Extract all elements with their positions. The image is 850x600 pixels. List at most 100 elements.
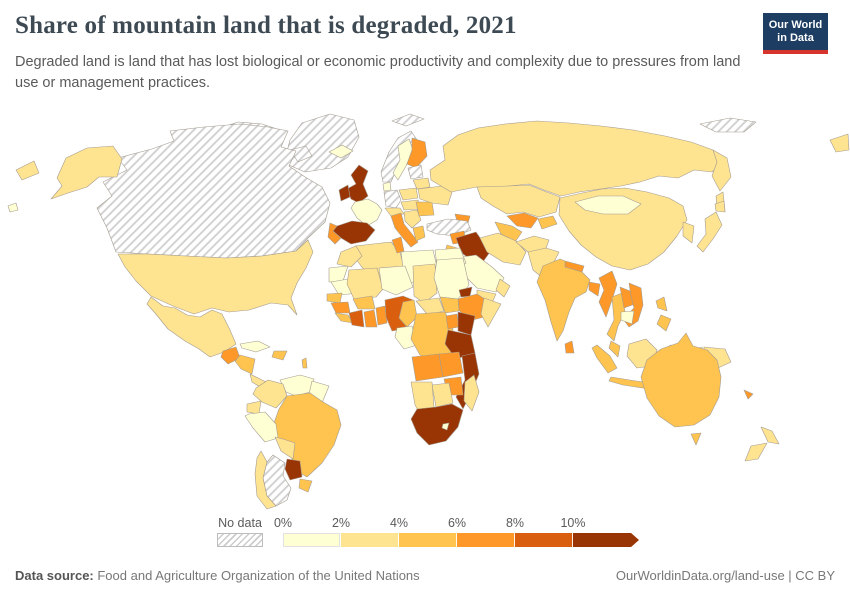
- country-australia[interactable]: [640, 332, 722, 428]
- country-uk[interactable]: [346, 164, 369, 204]
- country-burkina-faso[interactable]: [352, 295, 376, 310]
- country-india[interactable]: [536, 258, 591, 342]
- country-senegal[interactable]: [326, 292, 343, 304]
- country-uzbekistan[interactable]: [506, 212, 539, 229]
- country-korea[interactable]: [682, 221, 695, 244]
- country-lesser-antilles[interactable]: [301, 357, 308, 369]
- data-source-note: Data source: Food and Agriculture Organi…: [15, 568, 420, 583]
- country-denmark[interactable]: [382, 181, 392, 192]
- country-kamchatka[interactable]: [711, 149, 732, 192]
- country-cambodia[interactable]: [620, 310, 635, 325]
- country-uganda[interactable]: [445, 313, 460, 330]
- country-greenland[interactable]: [283, 113, 360, 173]
- country-bangladesh[interactable]: [588, 281, 601, 297]
- country-honduras-nicaragua[interactable]: [234, 354, 256, 375]
- country-niger[interactable]: [378, 265, 414, 296]
- country-sri-lanka[interactable]: [564, 340, 575, 354]
- country-ghana[interactable]: [363, 309, 378, 328]
- country-sweden[interactable]: [392, 138, 414, 181]
- legend-bin-6-8[interactable]: [457, 533, 515, 547]
- country-peru[interactable]: [244, 411, 279, 443]
- country-iran[interactable]: [479, 232, 527, 266]
- country-botswana[interactable]: [431, 382, 454, 408]
- country-portugal[interactable]: [327, 222, 342, 245]
- country-greece[interactable]: [412, 225, 426, 242]
- country-chad[interactable]: [412, 263, 438, 304]
- country-lesotho[interactable]: [441, 422, 450, 431]
- country-new-zealand-north[interactable]: [760, 426, 780, 445]
- country-ivory-coast[interactable]: [348, 309, 365, 328]
- country-angola[interactable]: [411, 353, 444, 382]
- legend-no-data-label: No data: [218, 516, 262, 530]
- country-romania-bulgaria[interactable]: [415, 201, 435, 217]
- country-myanmar[interactable]: [598, 270, 618, 318]
- country-malaysia[interactable]: [608, 340, 621, 358]
- country-belarus[interactable]: [412, 177, 431, 190]
- country-sumatra[interactable]: [591, 344, 618, 374]
- country-turkmenistan[interactable]: [494, 221, 523, 243]
- country-colombia[interactable]: [252, 379, 288, 409]
- country-uruguay[interactable]: [298, 478, 313, 493]
- legend-tick-3: 6%: [447, 516, 467, 530]
- country-japan[interactable]: [696, 211, 723, 253]
- country-poland[interactable]: [398, 187, 419, 201]
- country-guatemala[interactable]: [220, 346, 241, 365]
- country-usa[interactable]: [117, 239, 314, 316]
- country-germany[interactable]: [383, 189, 402, 209]
- country-new-zealand-south[interactable]: [744, 442, 768, 462]
- country-ecuador[interactable]: [246, 400, 262, 415]
- country-south-africa[interactable]: [410, 403, 464, 446]
- country-russia[interactable]: [429, 120, 724, 197]
- country-alaska[interactable]: [50, 145, 123, 200]
- country-new-caledonia[interactable]: [743, 389, 754, 400]
- legend-bin-4-6[interactable]: [399, 533, 457, 547]
- country-ireland[interactable]: [338, 184, 351, 202]
- legend-bin-10-plus[interactable]: [573, 533, 639, 547]
- legend-bin-2-4[interactable]: [341, 533, 399, 547]
- owid-logo[interactable]: Our World in Data: [763, 13, 828, 54]
- country-togo-benin[interactable]: [375, 305, 388, 326]
- country-madagascar[interactable]: [463, 374, 480, 412]
- country-hawaii[interactable]: [7, 202, 19, 213]
- country-cuba[interactable]: [239, 340, 271, 353]
- legend-bin-8-10[interactable]: [515, 533, 573, 547]
- country-paraguay[interactable]: [284, 458, 303, 481]
- country-japan-north[interactable]: [714, 200, 726, 213]
- country-philippines[interactable]: [655, 296, 672, 332]
- country-kenya[interactable]: [457, 311, 476, 336]
- country-baltic-states[interactable]: [407, 164, 424, 180]
- country-zambia[interactable]: [438, 351, 464, 378]
- legend-tick-4: 8%: [505, 516, 525, 530]
- country-spain[interactable]: [332, 220, 376, 245]
- country-tasmania[interactable]: [690, 432, 702, 446]
- country-kazakhstan[interactable]: [476, 184, 561, 218]
- country-italy[interactable]: [390, 212, 419, 248]
- country-gabon-congo[interactable]: [394, 325, 418, 350]
- country-morocco[interactable]: [336, 245, 363, 268]
- country-france[interactable]: [350, 198, 383, 227]
- country-south-sudan[interactable]: [439, 296, 460, 314]
- page-title: Share of mountain land that is degraded,…: [15, 12, 517, 39]
- country-mongolia[interactable]: [574, 195, 642, 215]
- country-somalia[interactable]: [480, 297, 502, 328]
- country-mexico[interactable]: [146, 296, 237, 358]
- country-hispaniola[interactable]: [271, 350, 288, 361]
- country-central-african-republic[interactable]: [415, 297, 445, 316]
- country-kyrgyzstan-tajikistan[interactable]: [537, 215, 558, 230]
- country-mali[interactable]: [346, 267, 384, 300]
- country-cameroon[interactable]: [398, 299, 418, 328]
- country-chile[interactable]: [254, 450, 277, 510]
- country-tunisia[interactable]: [391, 236, 405, 254]
- country-bolivia[interactable]: [274, 436, 296, 460]
- country-svalbard[interactable]: [391, 113, 425, 127]
- legend-bin-0-2[interactable]: [283, 533, 341, 547]
- country-chukotka-wrap[interactable]: [15, 160, 40, 181]
- country-guinea[interactable]: [330, 301, 351, 314]
- country-balkans[interactable]: [403, 209, 422, 229]
- country-wrangel[interactable]: [829, 133, 850, 153]
- data-source-text: Food and Agriculture Organization of the…: [93, 568, 420, 583]
- legend-no-data-swatch[interactable]: [217, 533, 263, 547]
- country-iceland[interactable]: [328, 144, 354, 159]
- country-oman[interactable]: [495, 278, 511, 298]
